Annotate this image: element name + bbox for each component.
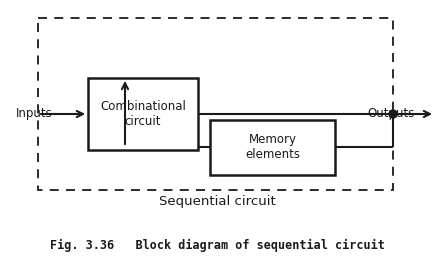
Text: Sequential circuit: Sequential circuit (158, 196, 275, 209)
Text: Fig. 3.36   Block diagram of sequential circuit: Fig. 3.36 Block diagram of sequential ci… (49, 238, 384, 252)
Text: Combinational
circuit: Combinational circuit (100, 100, 185, 128)
Bar (210, 120, 334, 175)
Bar (88, 78, 197, 150)
Text: Outputs: Outputs (367, 107, 414, 120)
Text: Inputs: Inputs (16, 107, 53, 120)
Circle shape (388, 110, 396, 118)
Bar (38, 18, 392, 190)
Text: Memory
elements: Memory elements (244, 134, 299, 162)
